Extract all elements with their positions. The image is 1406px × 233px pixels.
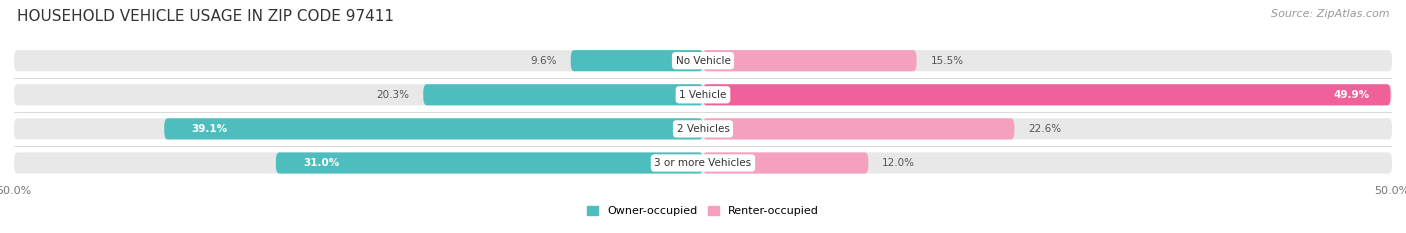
FancyBboxPatch shape xyxy=(14,118,1392,140)
Legend: Owner-occupied, Renter-occupied: Owner-occupied, Renter-occupied xyxy=(582,202,824,221)
Text: 22.6%: 22.6% xyxy=(1028,124,1062,134)
Text: 1 Vehicle: 1 Vehicle xyxy=(679,90,727,100)
Text: 12.0%: 12.0% xyxy=(882,158,915,168)
Text: 9.6%: 9.6% xyxy=(530,56,557,66)
FancyBboxPatch shape xyxy=(703,84,1391,105)
FancyBboxPatch shape xyxy=(703,118,1014,140)
Text: 3 or more Vehicles: 3 or more Vehicles xyxy=(654,158,752,168)
Text: 20.3%: 20.3% xyxy=(377,90,409,100)
FancyBboxPatch shape xyxy=(423,84,703,105)
Text: 39.1%: 39.1% xyxy=(191,124,228,134)
FancyBboxPatch shape xyxy=(571,50,703,71)
FancyBboxPatch shape xyxy=(14,50,1392,71)
FancyBboxPatch shape xyxy=(703,152,869,174)
Text: 15.5%: 15.5% xyxy=(931,56,963,66)
Text: Source: ZipAtlas.com: Source: ZipAtlas.com xyxy=(1271,9,1389,19)
Text: No Vehicle: No Vehicle xyxy=(675,56,731,66)
FancyBboxPatch shape xyxy=(703,50,917,71)
Text: 49.9%: 49.9% xyxy=(1334,90,1369,100)
Text: 2 Vehicles: 2 Vehicles xyxy=(676,124,730,134)
Text: HOUSEHOLD VEHICLE USAGE IN ZIP CODE 97411: HOUSEHOLD VEHICLE USAGE IN ZIP CODE 9741… xyxy=(17,9,394,24)
FancyBboxPatch shape xyxy=(276,152,703,174)
FancyBboxPatch shape xyxy=(14,84,1392,105)
FancyBboxPatch shape xyxy=(14,152,1392,174)
FancyBboxPatch shape xyxy=(165,118,703,140)
Text: 31.0%: 31.0% xyxy=(304,158,340,168)
